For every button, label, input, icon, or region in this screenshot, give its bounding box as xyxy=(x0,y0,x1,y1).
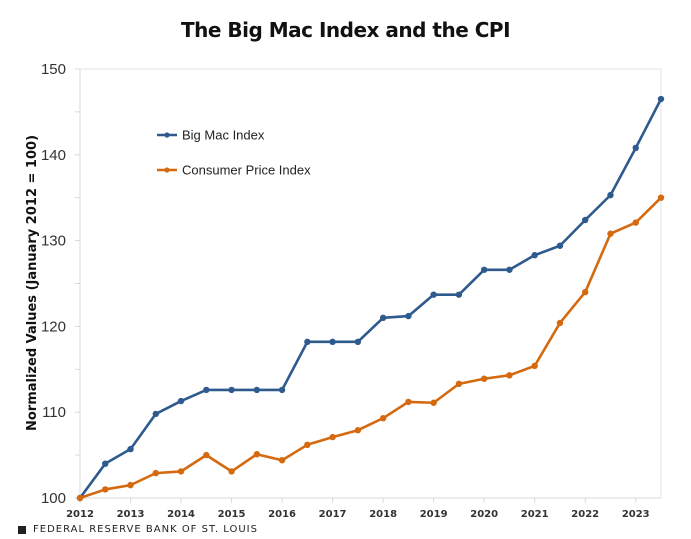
data-point xyxy=(152,410,159,418)
data-point xyxy=(556,319,564,327)
y-tick-label: 150 xyxy=(41,61,66,78)
data-point xyxy=(657,95,665,103)
data-point xyxy=(531,362,538,370)
data-point xyxy=(228,386,235,394)
data-point xyxy=(657,194,665,201)
data-point xyxy=(607,230,614,237)
x-tick-label: 2014 xyxy=(167,509,195,520)
data-point xyxy=(177,397,185,405)
data-point xyxy=(582,288,589,296)
square-bullet-icon xyxy=(18,525,26,534)
data-point xyxy=(354,338,362,346)
data-point xyxy=(430,399,437,406)
data-point xyxy=(203,451,210,459)
legend-swatch-marker xyxy=(164,167,170,173)
data-point xyxy=(556,242,564,249)
x-tick-label: 2013 xyxy=(117,509,145,520)
data-point xyxy=(632,144,639,152)
x-tick-label: 2015 xyxy=(218,509,246,520)
legend-swatch-marker xyxy=(164,132,170,138)
legend-item: Consumer Price Index xyxy=(157,163,311,178)
data-point xyxy=(531,251,538,259)
data-point xyxy=(480,266,488,273)
axes: 100 110 120 130 140 150 2012 2013 2014 2015 2016 20… xyxy=(41,61,662,520)
data-point xyxy=(582,216,589,224)
data-point xyxy=(177,468,185,475)
chart-title: The Big Mac Index and the CPI xyxy=(180,18,511,42)
x-tick-label: 2016 xyxy=(268,509,296,520)
data-point xyxy=(632,219,639,226)
data-point xyxy=(329,338,336,346)
x-tick-label: 2022 xyxy=(571,509,599,520)
data-point xyxy=(379,314,387,322)
legend-label: Big Mac Index xyxy=(182,128,265,143)
data-point xyxy=(228,468,235,475)
x-tick-label: 2023 xyxy=(622,509,650,520)
data-point xyxy=(506,266,513,273)
data-point xyxy=(405,312,412,320)
data-point xyxy=(405,398,412,406)
x-tick-label: 2020 xyxy=(470,509,498,520)
data-point xyxy=(506,372,513,379)
data-point xyxy=(253,386,261,394)
data-point xyxy=(607,191,614,199)
y-tick-label: 140 xyxy=(41,147,66,164)
source-text: FEDERAL RESERVE BANK OF ST. LOUIS xyxy=(33,524,258,535)
data-point xyxy=(379,415,387,422)
legend-item: Big Mac Index xyxy=(157,128,265,143)
data-point xyxy=(127,445,134,453)
data-point xyxy=(480,375,488,382)
y-tick-label: 120 xyxy=(41,318,66,335)
y-tick-label: 100 xyxy=(41,490,66,507)
data-point xyxy=(278,386,286,394)
y-axis-label: Normalized Values (January 2012 = 100) xyxy=(25,135,40,431)
source-footer: FEDERAL RESERVE BANK OF ST. LOUIS xyxy=(18,524,258,535)
data-point xyxy=(278,457,286,464)
x-tick-label: 2018 xyxy=(369,509,397,520)
series-line xyxy=(79,196,662,500)
y-tick-label: 110 xyxy=(42,404,66,421)
x-tick-label: 2021 xyxy=(521,509,549,520)
data-point xyxy=(430,291,437,298)
data-point xyxy=(455,291,463,298)
series-line xyxy=(78,98,663,499)
data-point xyxy=(455,380,463,388)
data-point xyxy=(329,433,336,441)
data-point xyxy=(152,469,159,477)
x-tick-label: 2017 xyxy=(319,509,347,520)
legend-label: Consumer Price Index xyxy=(182,163,311,178)
legend: Big Mac Index Consumer Price Index xyxy=(157,128,311,178)
x-tick-label: 2012 xyxy=(66,509,94,520)
data-point xyxy=(127,481,134,489)
series-consumer-price-index xyxy=(76,194,665,502)
data-point xyxy=(76,494,84,502)
series-big-mac-index xyxy=(76,95,665,502)
y-tick-label: 130 xyxy=(41,233,66,250)
x-tick-label: 2019 xyxy=(420,509,448,520)
data-point xyxy=(102,460,109,467)
data-point xyxy=(354,427,362,434)
data-point xyxy=(253,451,261,458)
data-point xyxy=(102,486,109,493)
data-point xyxy=(304,338,311,346)
data-point xyxy=(304,441,311,449)
series-layer xyxy=(76,95,665,502)
data-point xyxy=(203,386,210,394)
